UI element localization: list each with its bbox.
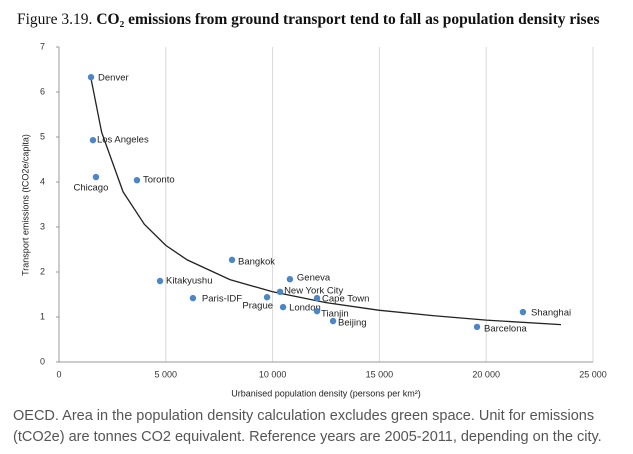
data-point [329, 317, 337, 325]
data-point [313, 307, 321, 315]
x-tick-label: 15 000 [366, 369, 394, 379]
caption: OECD. Area in the population density cal… [13, 408, 602, 445]
point-label: Cape Town [322, 294, 369, 305]
data-point [276, 288, 284, 295]
point-label: Shanghai [531, 308, 571, 319]
point-label: Kitakyushu [166, 276, 212, 287]
point-label: New York City [284, 285, 343, 296]
y-tick-label: 0 [40, 356, 45, 366]
data-point [92, 173, 100, 181]
data-point [189, 294, 197, 302]
x-tick-label: 20 000 [472, 369, 500, 379]
data-point [313, 294, 321, 302]
y-tick-label: 5 [40, 131, 45, 141]
point-label: Bangkok [238, 256, 275, 267]
x-tick-label: 10 000 [259, 369, 287, 379]
x-axis-label: Urbanised population density (persons pe… [231, 388, 421, 398]
y-tick-label: 4 [40, 176, 45, 186]
data-point [89, 136, 97, 144]
point-label: Tianjin [321, 309, 349, 320]
point-label: Chicago [74, 183, 109, 194]
y-tick-label: 7 [40, 41, 45, 51]
y-tick-label: 3 [40, 221, 45, 231]
point-label: London [289, 303, 321, 314]
chart-title: Figure 3.19. CO₂ emissions from ground tr… [17, 11, 599, 28]
x-tick-label: 5 000 [155, 369, 178, 379]
data-point [87, 73, 95, 81]
figure-label: Figure 3.19. [17, 11, 92, 28]
point-label: Geneva [297, 273, 331, 284]
y-axis-label: Transport emissions (tCO2e/capita) [20, 134, 30, 276]
point-label: Toronto [143, 175, 175, 186]
data-point [473, 323, 481, 331]
y-tick-label: 6 [40, 86, 45, 96]
data-point [286, 276, 294, 283]
data-point [228, 256, 236, 264]
y-tick-label: 2 [40, 266, 45, 276]
point-label: Los Angeles [97, 135, 149, 146]
data-point [133, 177, 141, 184]
point-label: Paris-IDF [202, 294, 242, 305]
point-label: Beijing [338, 318, 367, 329]
data-point [279, 303, 287, 311]
data-point [519, 308, 527, 316]
x-tick-label: 25 000 [579, 369, 607, 379]
data-point [263, 294, 271, 301]
point-label: Denver [98, 73, 129, 84]
point-label: Prague [242, 301, 273, 312]
title-text: CO₂ emissions from ground transport tend… [96, 11, 599, 28]
chart: Figure 3.19. CO₂ emissions from ground tr… [17, 11, 607, 399]
point-label: Barcelona [484, 323, 527, 334]
x-tick-label: 0 [56, 369, 61, 379]
y-tick-label: 1 [40, 311, 45, 321]
data-point [156, 277, 164, 285]
trend-line [90, 78, 562, 326]
